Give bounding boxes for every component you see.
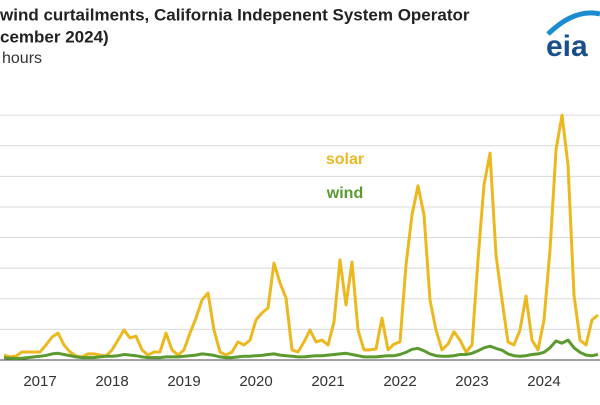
series-label: solar <box>326 151 364 168</box>
x-tick-label: 2023 <box>455 373 488 390</box>
x-tick-label: 2017 <box>23 373 56 390</box>
chart-title: wind curtailments, California Indepenent… <box>0 5 470 24</box>
logo-text: eia <box>546 30 588 63</box>
x-tick-label: 2024 <box>527 373 560 390</box>
series-label: wind <box>326 185 363 202</box>
x-tick-label: 2022 <box>383 373 416 390</box>
logo-arc <box>546 10 600 36</box>
x-tick-label: 2020 <box>239 373 272 390</box>
x-tick-label: 2021 <box>311 373 344 390</box>
logo: eia <box>546 10 600 63</box>
series-line <box>3 338 599 360</box>
y-axis-label: hours <box>2 50 42 67</box>
x-tick-label: 2018 <box>95 373 128 390</box>
series-line <box>3 113 599 359</box>
chart-subtitle: cember 2024) <box>0 27 109 46</box>
x-tick-label: 2019 <box>167 373 200 390</box>
